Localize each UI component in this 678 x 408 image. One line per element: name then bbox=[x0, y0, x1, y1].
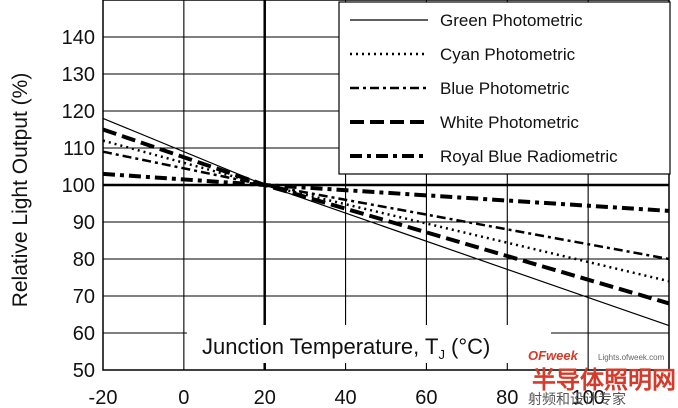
x-tick-labels: -20 0 20 40 60 80 100 bbox=[89, 387, 605, 408]
x-tick-label: 40 bbox=[334, 387, 356, 408]
x-tick-label: 60 bbox=[415, 387, 437, 408]
watermark-brand: OFweek bbox=[528, 348, 579, 363]
x-axis-label-box bbox=[187, 325, 551, 363]
series-line-royal-blue-radiometric bbox=[102, 171, 670, 213]
y-tick-label: 100 bbox=[62, 175, 95, 197]
plot-frame bbox=[102, 0, 670, 371]
x-tick-label: 20 bbox=[254, 387, 276, 408]
watermark-site: Lights.ofweek.com bbox=[598, 353, 665, 362]
y-tick-label: 80 bbox=[73, 249, 95, 271]
y-tick-label: 140 bbox=[62, 27, 95, 49]
y-tick-label: 130 bbox=[62, 64, 95, 86]
watermark-cn-title: 半导体照明网 bbox=[532, 367, 676, 394]
legend-label: Green Photometric bbox=[440, 11, 583, 30]
y-tick-label: 50 bbox=[73, 360, 95, 382]
y-tick-label: 120 bbox=[62, 101, 95, 123]
x-tick-label: 100 bbox=[571, 387, 604, 408]
x-tick-label: 0 bbox=[178, 387, 189, 408]
y-tick-label: 90 bbox=[73, 212, 95, 234]
x-tick-label: -20 bbox=[89, 387, 118, 408]
legend-label: White Photometric bbox=[440, 113, 579, 132]
legend: Green Photometric Cyan Photometric Blue Ph… bbox=[338, 1, 671, 175]
y-tick-labels: 50 60 70 80 90 100 110 120 130 140 bbox=[62, 27, 95, 382]
y-tick-label: 110 bbox=[63, 138, 95, 160]
watermark-cn-sub: 射频和设计专家 bbox=[528, 391, 626, 407]
legend-label: Royal Blue Radiometric bbox=[440, 147, 618, 166]
legend-label: Blue Photometric bbox=[440, 79, 570, 98]
y-tick-label: 60 bbox=[73, 323, 95, 345]
watermark: OFweek Lights.ofweek.com 半导体照明网 射频和设计专家 bbox=[528, 348, 676, 407]
series-line-cyan-photometric bbox=[102, 139, 670, 283]
y-tick-label: 70 bbox=[73, 286, 95, 308]
legend-label: Cyan Photometric bbox=[440, 45, 576, 64]
y-axis-label: Relative Light Output (%) bbox=[9, 73, 32, 308]
series-lines bbox=[102, 117, 670, 327]
x-tick-label: 80 bbox=[496, 387, 518, 408]
x-axis-label: Junction Temperature, TJ (°C) bbox=[202, 334, 490, 362]
